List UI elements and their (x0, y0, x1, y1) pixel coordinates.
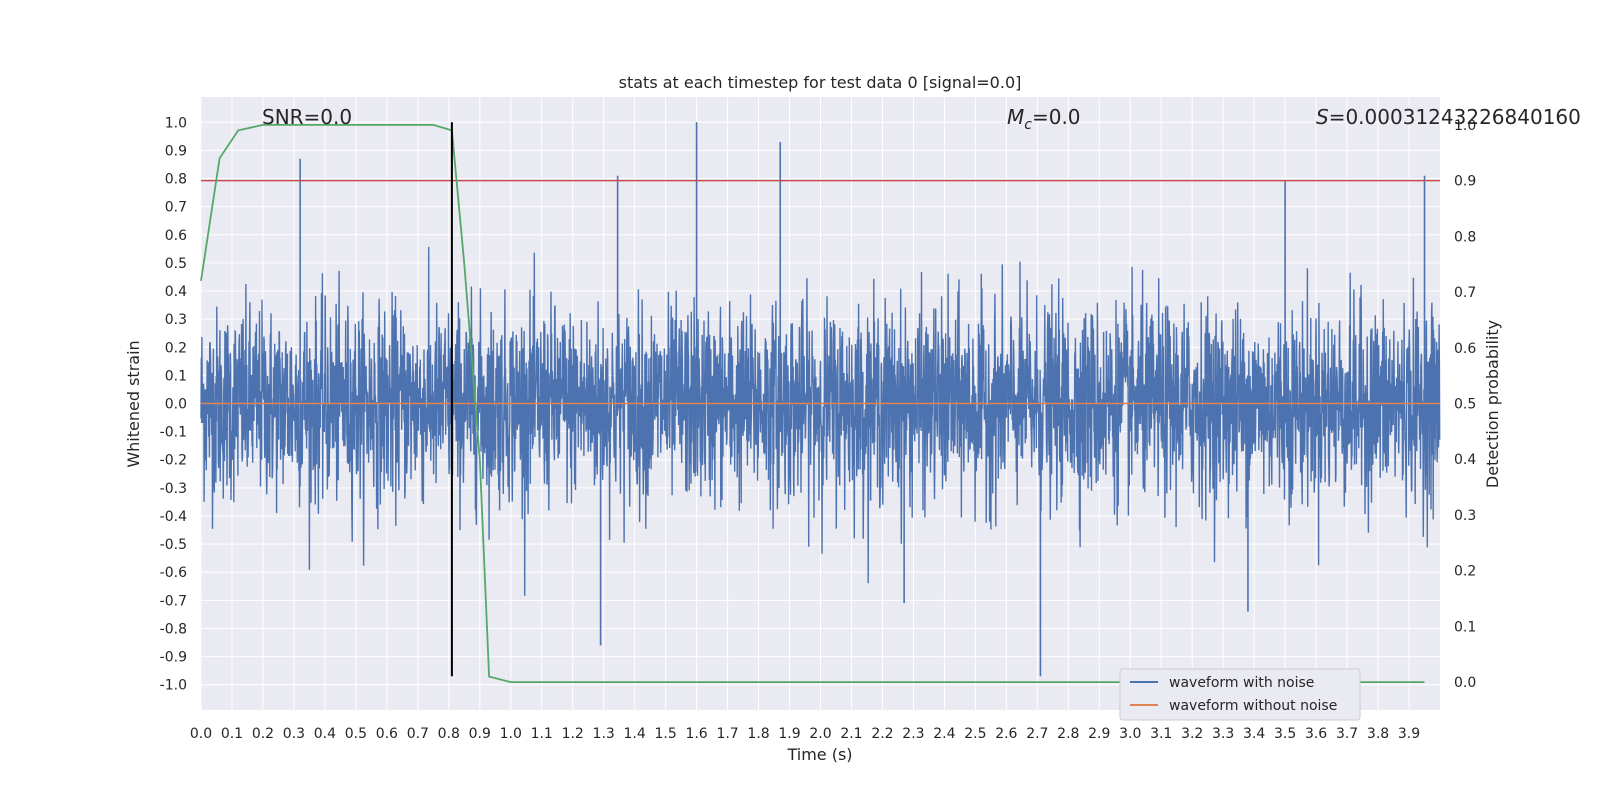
right-y-tick-label: 0.9 (1454, 174, 1476, 190)
x-tick-label: 3.7 (1336, 726, 1358, 742)
y-tick-label: 0.3 (165, 312, 187, 328)
legend-label-noise: waveform with noise (1169, 675, 1314, 691)
x-tick-label: 2.1 (840, 726, 862, 742)
y-tick-label: -0.1 (160, 425, 187, 441)
right-y-tick-label: 0.3 (1454, 508, 1476, 524)
x-tick-label: 2.2 (871, 726, 893, 742)
y-tick-label: 0.6 (165, 228, 187, 244)
x-tick-label: 0.7 (407, 726, 429, 742)
x-tick-label: 1.8 (747, 726, 769, 742)
x-tick-label: 3.6 (1305, 726, 1327, 742)
right-y-tick-label: 0.8 (1454, 229, 1476, 245)
x-tick-labels: 0.0 0.1 0.2 0.3 0.4 0.5 0.6 0.7 0.8 0.9 1.0 1.1 1.2 1… (190, 726, 1420, 742)
s-annotation: S=0.00031243226840160 (1316, 105, 1581, 129)
noise-series (200, 122, 1441, 677)
x-tick-label: 1.0 (500, 726, 522, 742)
x-tick-label: 2.6 (995, 726, 1017, 742)
legend: waveform with noise waveform without noi… (1119, 668, 1361, 721)
detection-probability-line (200, 124, 1425, 683)
y-tick-label: -0.2 (160, 453, 187, 469)
right-y-tick-label: 0.7 (1454, 285, 1476, 301)
right-y-axis-label: Detection probability (1483, 320, 1502, 488)
x-tick-label: 3.3 (1212, 726, 1234, 742)
x-tick-label: 1.9 (778, 726, 800, 742)
x-tick-label: 1.1 (531, 726, 553, 742)
y-tick-label: -1.0 (160, 678, 187, 694)
y-tick-label: 0.4 (165, 284, 187, 300)
right-y-tick-label: 0.0 (1454, 675, 1476, 691)
x-tick-label: 1.3 (593, 726, 615, 742)
y-tick-label: -0.9 (160, 650, 187, 666)
y-tick-label: 1.0 (165, 115, 187, 131)
x-tick-label: 0.6 (376, 726, 398, 742)
y-tick-label: -0.8 (160, 621, 187, 637)
y-tick-label: -0.3 (160, 481, 187, 497)
right-y-tick-label: 0.2 (1454, 564, 1476, 580)
x-tick-label: 1.2 (562, 726, 584, 742)
y-tick-label: 0.8 (165, 172, 187, 188)
legend-box (1119, 668, 1361, 721)
y-tick-labels: 1.0 0.9 0.8 0.7 0.6 0.5 0.4 0.3 0.2 0.1 0.0 -0.1 -0.… (160, 115, 187, 693)
x-tick-label: 3.2 (1181, 726, 1203, 742)
chirp-mass-annotation: Mc=0.0 (1007, 105, 1081, 133)
x-tick-label: 3.9 (1398, 726, 1420, 742)
right-y-tick-labels: 1.0 0.9 0.8 0.7 0.6 0.5 0.4 0.3 0.2 0.1 0.0 (1454, 118, 1476, 691)
y-tick-label: 0.9 (165, 143, 187, 159)
legend-label-clean: waveform without noise (1169, 698, 1337, 714)
right-y-tick-label: 1.0 (1454, 118, 1476, 134)
chart-title: stats at each timestep for test data 0 [… (619, 73, 1022, 92)
y-tick-label: 0.7 (165, 200, 187, 216)
right-y-tick-label: 0.4 (1454, 452, 1476, 468)
x-tick-label: 2.4 (933, 726, 955, 742)
x-tick-label: 2.8 (1057, 726, 1079, 742)
x-tick-label: 0.1 (221, 726, 243, 742)
x-tick-label: 2.7 (1026, 726, 1048, 742)
x-tick-label: 2.0 (809, 726, 831, 742)
x-tick-label: 1.6 (685, 726, 707, 742)
x-tick-label: 1.7 (716, 726, 738, 742)
x-tick-label: 0.9 (469, 726, 491, 742)
y-tick-label: 0.1 (165, 368, 187, 384)
y-tick-label: 0.0 (165, 397, 187, 413)
x-tick-label: 3.8 (1367, 726, 1389, 742)
y-tick-label: 0.5 (165, 256, 187, 272)
x-tick-label: 0.4 (314, 726, 336, 742)
y-tick-label: -0.4 (160, 509, 187, 525)
x-tick-label: 3.4 (1243, 726, 1265, 742)
x-tick-label: 0.8 (438, 726, 460, 742)
y-axis-label: Whitened strain (124, 340, 143, 467)
x-tick-label: 3.5 (1274, 726, 1296, 742)
right-y-tick-label: 0.6 (1454, 341, 1476, 357)
y-tick-label: 0.2 (165, 340, 187, 356)
x-tick-label: 2.3 (902, 726, 924, 742)
x-tick-label: 3.0 (1119, 726, 1141, 742)
snr-annotation: SNR=0.0 (262, 105, 352, 129)
right-y-tick-label: 0.1 (1454, 619, 1476, 635)
y-tick-label: -0.6 (160, 565, 187, 581)
y-tick-label: -0.7 (160, 593, 187, 609)
x-tick-label: 0.3 (283, 726, 305, 742)
x-axis-label: Time (s) (786, 745, 852, 764)
waveform-with-noise-line (200, 246, 1441, 596)
x-tick-label: 3.1 (1150, 726, 1172, 742)
x-tick-label: 1.4 (624, 726, 646, 742)
x-tick-label: 2.5 (964, 726, 986, 742)
y-tick-label: -0.5 (160, 537, 187, 553)
x-tick-label: 0.5 (345, 726, 367, 742)
x-tick-label: 0.2 (252, 726, 274, 742)
x-tick-label: 0.0 (190, 726, 212, 742)
right-y-tick-label: 0.5 (1454, 397, 1476, 413)
x-tick-label: 1.5 (654, 726, 676, 742)
x-tick-label: 2.9 (1088, 726, 1110, 742)
